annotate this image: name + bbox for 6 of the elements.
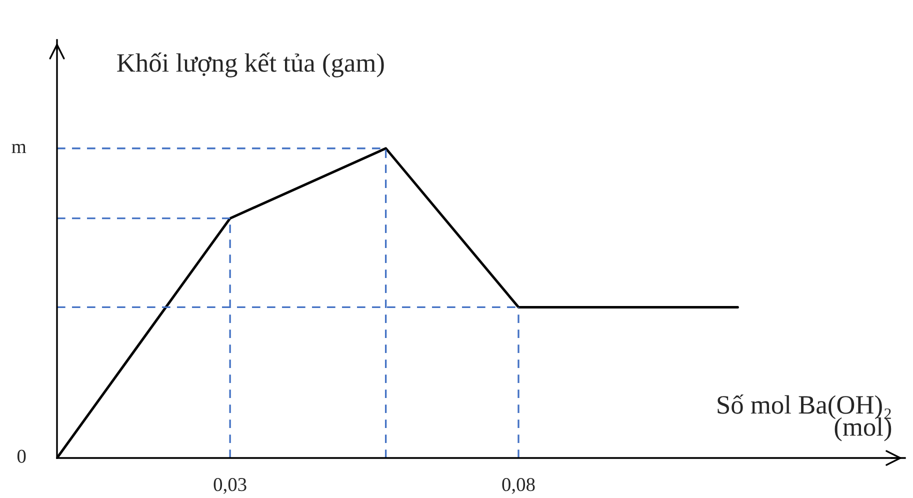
annotation: 0 [17,450,26,463]
y-axis-title: Khối lượng kết tủa (gam) [117,52,384,78]
x-axis-title: Số mol Ba(OH)₂ (mol) [718,394,892,442]
x-tick-label: 0,03 [214,478,246,494]
x-tick-label: 0,08 [502,478,535,494]
ref-line-label: m [12,144,26,154]
